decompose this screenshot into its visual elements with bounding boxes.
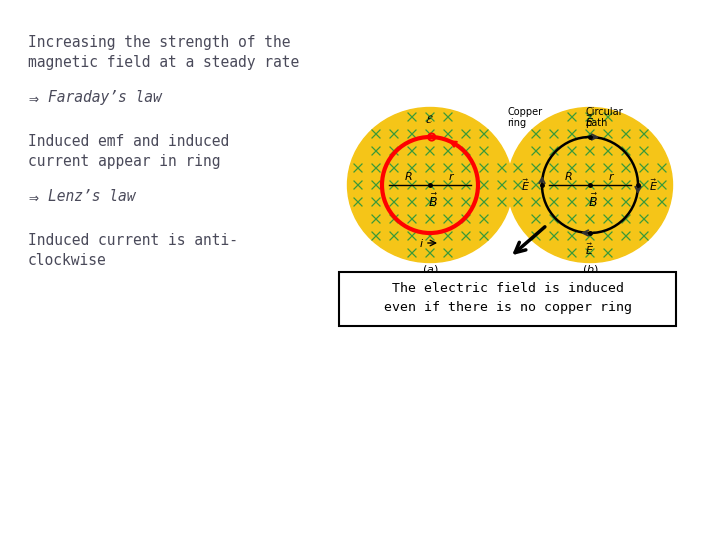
Text: $\vec{E}$: $\vec{E}$	[649, 177, 659, 193]
Text: magnetic field at a steady rate: magnetic field at a steady rate	[28, 55, 300, 70]
Text: Lenz’s law: Lenz’s law	[48, 189, 135, 204]
Text: Circular: Circular	[585, 107, 623, 117]
Text: Copper: Copper	[508, 107, 543, 117]
Text: $R$: $R$	[564, 170, 572, 182]
Text: $\mathcal{E}$: $\mathcal{E}$	[426, 113, 434, 125]
Text: $(b)$: $(b)$	[582, 263, 598, 276]
Text: $\vec{E}$: $\vec{E}$	[585, 113, 595, 129]
Text: ring: ring	[508, 118, 526, 128]
Text: current appear in ring: current appear in ring	[28, 154, 220, 169]
Ellipse shape	[348, 107, 513, 262]
Text: $r$: $r$	[448, 171, 455, 182]
Text: The electric field is induced
even if there is no copper ring: The electric field is induced even if th…	[384, 281, 631, 314]
Text: $\vec{B}$: $\vec{B}$	[428, 193, 438, 210]
Text: Increasing the strength of the: Increasing the strength of the	[28, 35, 290, 50]
Text: $(a)$: $(a)$	[422, 263, 438, 276]
Text: $r$: $r$	[608, 171, 615, 182]
Text: $\vec{E}$: $\vec{E}$	[521, 177, 531, 193]
Text: $\vec{E}$: $\vec{E}$	[585, 241, 595, 257]
Text: $\vec{B}$: $\vec{B}$	[588, 193, 598, 210]
Text: $R$: $R$	[404, 170, 413, 182]
FancyBboxPatch shape	[339, 272, 676, 326]
Text: $i$: $i$	[420, 237, 425, 249]
Text: clockwise: clockwise	[28, 253, 107, 268]
Text: ⇒: ⇒	[28, 90, 38, 108]
Text: Faraday’s law: Faraday’s law	[48, 90, 162, 105]
Text: Induced current is anti-: Induced current is anti-	[28, 233, 238, 248]
Text: Induced emf and induced: Induced emf and induced	[28, 134, 229, 149]
Text: path: path	[585, 118, 608, 128]
Text: ⇒: ⇒	[28, 189, 38, 207]
Ellipse shape	[508, 107, 672, 262]
